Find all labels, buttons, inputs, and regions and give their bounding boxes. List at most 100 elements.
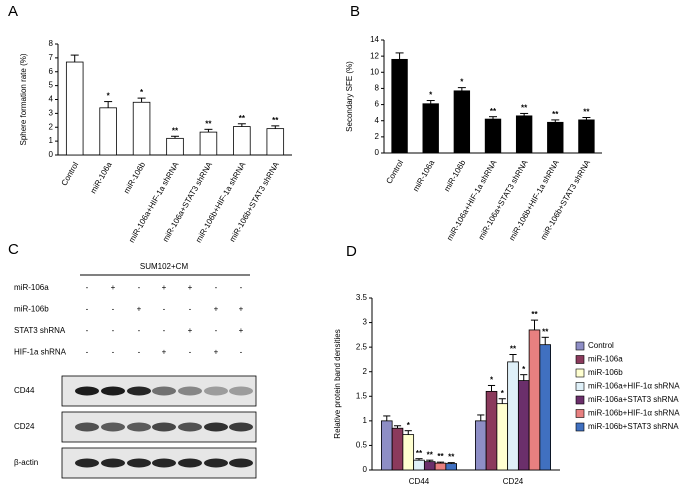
y-tick-label: 2 [375,132,380,141]
panel-letter: A [8,3,18,20]
x-tick-label: miR-106b [122,160,147,195]
sign: + [111,283,116,292]
significance: ** [490,107,497,116]
sign: - [86,326,89,335]
band [204,458,228,468]
y-tick-label: 1 [363,416,368,425]
y-tick-label: 3.5 [356,293,368,302]
band [75,422,99,432]
y-tick-label: 3 [49,108,54,117]
significance: ** [552,110,559,119]
band [204,422,228,432]
sign: - [189,305,192,314]
significance: ** [172,126,179,135]
legend-swatch [575,395,585,405]
significance: ** [542,327,549,336]
legend-label: miR-106b+HIF-1α shRNA [588,409,680,418]
sign: - [240,348,243,357]
bar [515,115,533,154]
y-tick-label: 0 [363,465,368,474]
sign: - [189,348,192,357]
y-tick-label: 14 [370,35,379,44]
y-tick-label: 0 [375,148,380,157]
band [101,386,125,396]
bar [266,128,285,156]
legend-label: miR-106a [588,355,623,364]
band [127,458,151,468]
bar [507,361,519,471]
sign: - [86,348,89,357]
bar [402,434,415,471]
sign: - [163,305,166,314]
y-tick-label: 3 [363,318,368,327]
blot-label: CD24 [14,422,35,431]
blot-header: SUM102+CM [140,262,189,271]
blot-label: CD44 [14,386,35,395]
bar [528,329,541,471]
significance: ** [510,345,517,354]
bar [547,121,564,154]
bar [517,380,530,471]
panel-letter: D [346,243,357,260]
bar [484,118,502,154]
sign: - [112,305,115,314]
legend-swatch [575,422,585,432]
band [204,386,228,396]
legend-swatch [575,382,585,391]
y-tick-label: 2 [363,367,368,376]
bar [496,403,509,471]
bar [391,58,408,154]
legend-label: miR-106b+STAT3 shRNA [588,422,679,431]
sign: + [162,283,167,292]
x-tick-label: CD24 [503,477,524,486]
row-label: miR-106a [14,283,49,292]
bar [132,101,151,156]
y-tick-label: 10 [370,67,379,76]
bar [413,459,425,471]
band [178,386,202,396]
significance: ** [427,450,434,459]
y-tick-label: 4 [49,95,54,104]
significance: * [490,376,494,385]
legend-swatch [575,409,585,418]
sign: - [215,326,218,335]
significance: * [501,389,505,398]
bar [445,463,458,471]
band [229,422,253,432]
y-tick-label: 7 [49,53,54,62]
y-tick-label: 4 [375,116,380,125]
sign: + [188,326,193,335]
sign: - [138,283,141,292]
x-tick-label: miR-106b [442,158,467,193]
sign: - [240,283,243,292]
bar [391,427,404,471]
sign: + [188,283,193,292]
x-tick-label: CD44 [409,477,430,486]
sign: - [112,348,115,357]
sign: + [137,305,142,314]
sign: + [162,348,167,357]
significance: ** [239,114,246,123]
y-tick-label: 8 [375,84,380,93]
band [75,386,99,396]
y-tick-label: 12 [370,51,379,60]
band [127,386,151,396]
significance: ** [416,449,423,458]
significance: ** [437,452,444,461]
band [178,422,202,432]
legend-swatch [575,368,585,378]
band [229,386,253,396]
band [127,422,151,432]
sign: - [138,326,141,335]
y-tick-label: 6 [49,67,54,76]
row-label: STAT3 shRNA [14,326,66,335]
panel-letter: C [8,241,19,258]
significance: ** [448,453,455,462]
significance: * [460,78,464,87]
band [229,458,253,468]
x-tick-label: Control [384,158,405,185]
bar [166,137,184,156]
bar [453,90,471,154]
y-tick-label: 6 [375,100,380,109]
